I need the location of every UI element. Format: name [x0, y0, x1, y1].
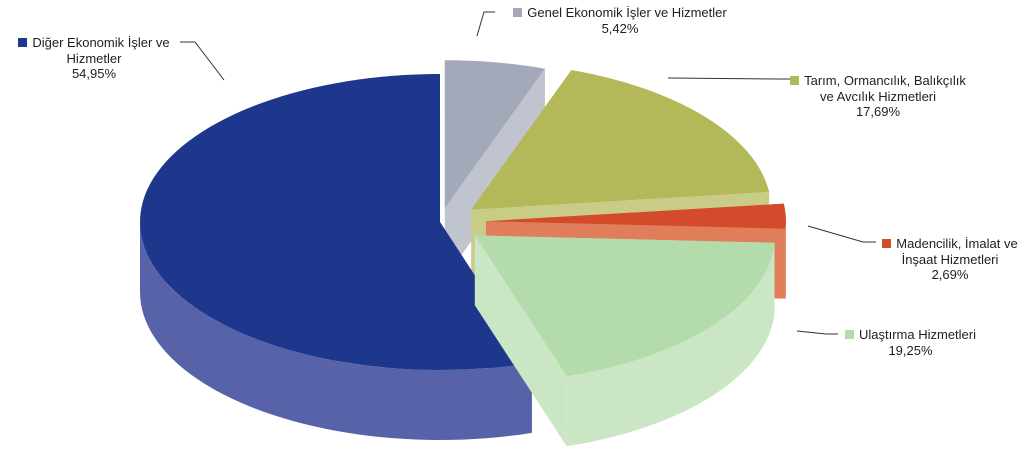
pie-slice-genel: [444, 60, 545, 279]
leader-line-ulastirma: [796, 330, 838, 335]
legend-swatch-madencilik: [882, 239, 892, 248]
pie-slice-diger: [140, 74, 532, 440]
slice-label-genel: Genel Ekonomik İşler ve Hizmetler 5,42%: [485, 5, 755, 36]
pie-slice-top-madencilik: [485, 203, 786, 229]
pie-slice-top-diger: [140, 74, 532, 370]
legend-swatch-ulastirma: [844, 330, 854, 339]
slice-name-madencilik: Madencilik, İmalat ve İnşaat Hizmetleri: [896, 236, 1018, 267]
slice-label-madencilik: Madencilik, İmalat ve İnşaat Hizmetleri …: [870, 236, 1030, 283]
leader-line-tarim: [667, 77, 790, 80]
slice-label-ulastirma: Ulaştırma Hizmetleri 19,25%: [833, 327, 988, 358]
slice-value-ulastirma: 19,25%: [888, 342, 933, 358]
slice-value-genel: 5,42%: [601, 20, 639, 36]
leader-line-genel: [476, 11, 495, 37]
slice-label-tarim: Tarım, Ormancılık, Balıkçılık ve Avcılık…: [783, 73, 973, 120]
slice-name-tarim: Tarım, Ormancılık, Balıkçılık ve Avcılık…: [804, 73, 966, 104]
slice-value-madencilik: 2,69%: [931, 267, 969, 282]
pie-slice-wall-ulastirma-1: [474, 235, 567, 447]
leader-line-diger: [180, 41, 225, 81]
slice-name-genel: Genel Ekonomik İşler ve Hizmetler: [527, 5, 727, 20]
pie-slice-top-tarim: [471, 70, 770, 210]
slice-label-diger: Diğer Ekonomik İşler ve Hizmetler 54,95%: [4, 35, 184, 82]
legend-swatch-tarim: [790, 76, 800, 85]
slice-name-diger: Diğer Ekonomik İşler ve Hizmetler: [32, 35, 170, 66]
pie-slice-rim-ulastirma-0: [566, 242, 775, 447]
pie-slice-top-genel: [444, 60, 545, 209]
legend-swatch-genel: [513, 8, 523, 17]
pie-slice-top-ulastirma: [474, 235, 775, 377]
pie-slice-rim-diger-0: [140, 222, 532, 440]
pie-slice-wall-genel-1: [444, 68, 545, 279]
pie-slice-ulastirma: [474, 235, 775, 447]
slice-value-tarim: 17,69%: [855, 104, 901, 119]
leader-line-madencilik: [807, 225, 876, 243]
slice-name-ulastirma: Ulaştırma Hizmetleri: [858, 327, 976, 342]
slice-value-diger: 54,95%: [71, 66, 117, 81]
legend-swatch-diger: [18, 38, 28, 47]
